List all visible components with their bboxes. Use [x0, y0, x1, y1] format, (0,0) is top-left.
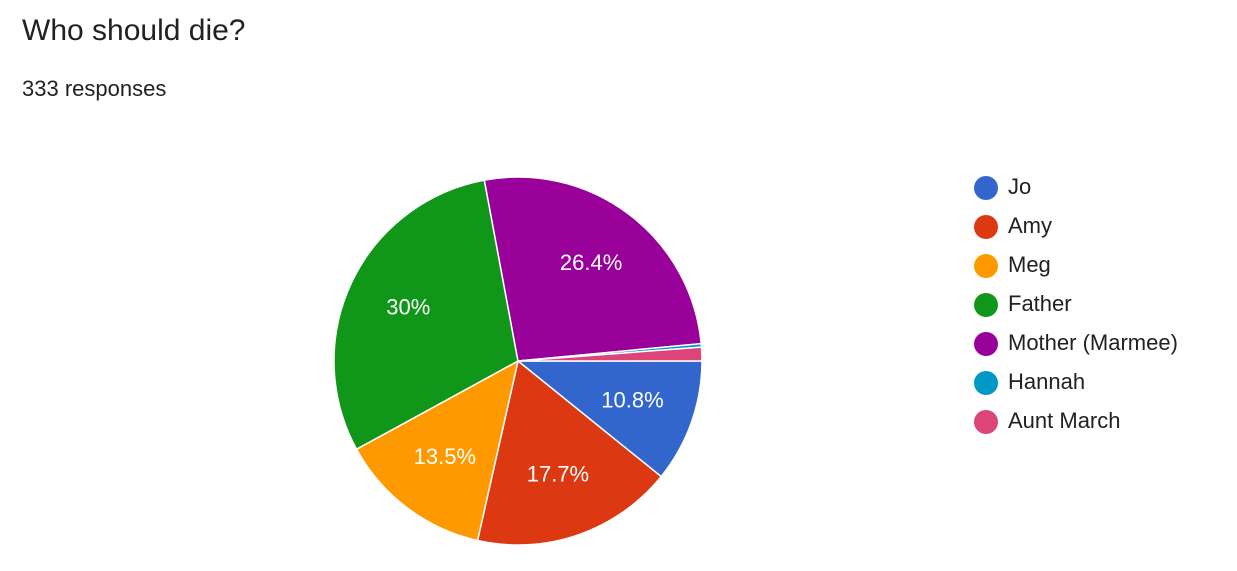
pie-slice	[355, 359, 520, 542]
chart-subtitle: 333 responses	[22, 76, 166, 101]
value-label: 26.4%	[560, 250, 622, 275]
legend-label: Hannah	[1008, 369, 1085, 394]
legend-label: Jo	[1008, 174, 1031, 199]
value-label: 17.7%	[527, 462, 589, 487]
value-label: 30%	[386, 295, 430, 320]
value-label: 10.8%	[601, 387, 663, 412]
legend-marker	[974, 293, 998, 317]
legend-marker	[974, 176, 998, 200]
legend-marker	[974, 332, 998, 356]
pie-slice	[476, 359, 663, 546]
legend-label: Aunt March	[1008, 408, 1121, 433]
pie-slice	[333, 179, 519, 451]
value-label: 13.5%	[414, 444, 476, 469]
legend-marker	[974, 254, 998, 278]
legend-label: Father	[1008, 291, 1072, 316]
pie-slice	[515, 360, 703, 478]
legend-label: Mother (Marmee)	[1008, 330, 1178, 355]
legend-label: Amy	[1008, 213, 1052, 238]
chart-title: Who should die?	[22, 14, 245, 47]
legend-marker	[974, 215, 998, 239]
legend-marker	[974, 371, 998, 395]
pie-slice	[517, 346, 703, 362]
legend-label: Meg	[1008, 252, 1051, 277]
legend-marker	[974, 410, 998, 434]
pie-slice	[483, 176, 702, 362]
